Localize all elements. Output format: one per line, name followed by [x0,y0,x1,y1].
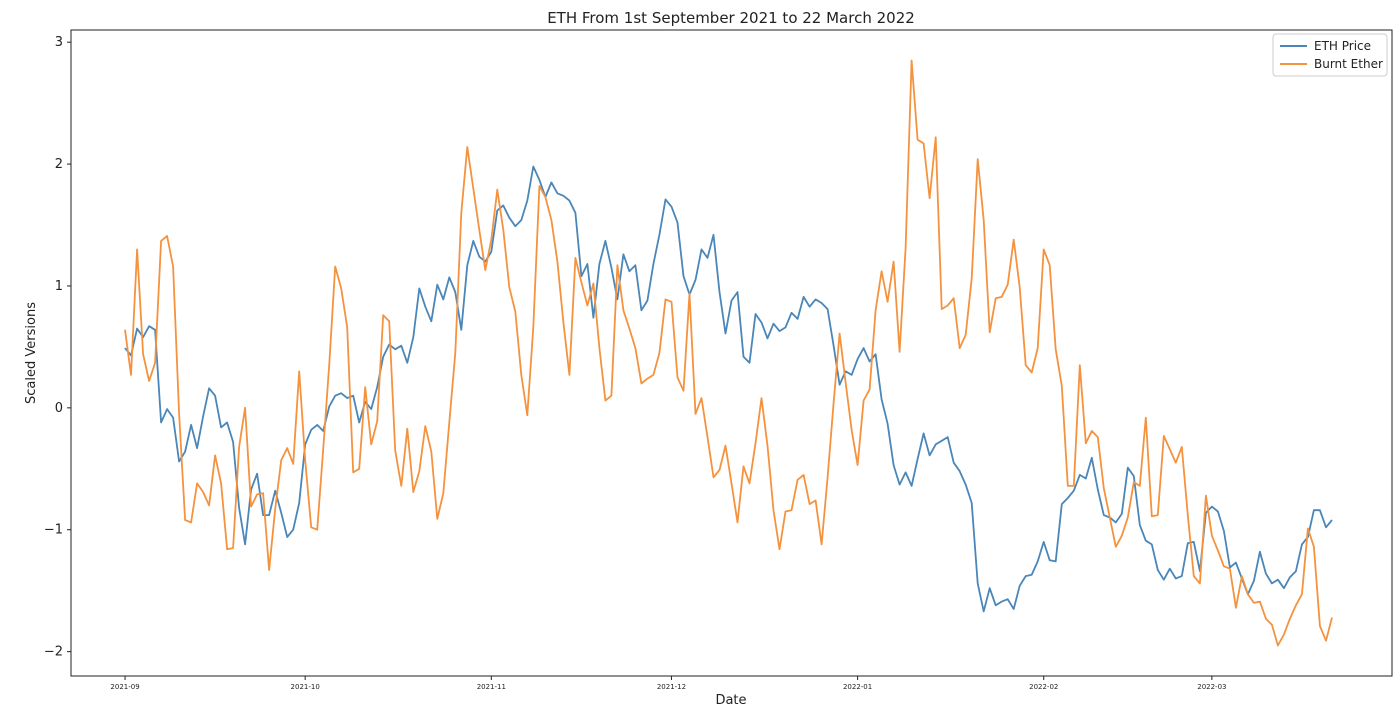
x-tick-label: 2022-03 [1197,683,1226,691]
legend-label-burnt-ether: Burnt Ether [1314,57,1383,71]
y-tick-label: −2 [44,645,63,660]
y-tick-label: 3 [55,35,63,50]
x-tick-label: 2022-01 [843,683,872,691]
legend-box [1272,33,1388,77]
legend-label-eth-price: ETH Price [1314,39,1371,53]
x-tick-label: 2021-12 [657,683,686,691]
x-axis-ticks: 2021-09 2021-10 2021-11 2021-12 2022-01 2022-… [110,676,1226,691]
x-tick-label: 2021-10 [291,683,320,691]
y-axis-ticks: 3 2 1 0 −1 −2 [44,35,71,660]
chart-title: ETH From 1st September 2021 to 22 March … [547,9,915,27]
y-tick-label: −1 [44,523,63,538]
series-line-eth-price [124,165,1333,613]
y-tick-label: 2 [55,157,63,172]
series-line-burnt-ether [124,59,1333,647]
x-tick-label: 2021-09 [110,683,139,691]
plot-area-frame [70,29,1393,677]
y-tick-label: 0 [55,401,63,416]
y-tick-label: 1 [55,279,63,294]
x-tick-label: 2022-02 [1029,683,1058,691]
legend: ETH Price Burnt Ether [1272,33,1388,77]
x-tick-label: 2021-11 [477,683,506,691]
y-axis-label: Scaled Versions [24,302,39,404]
series-lines [124,59,1333,647]
x-axis-label: Date [715,693,746,708]
